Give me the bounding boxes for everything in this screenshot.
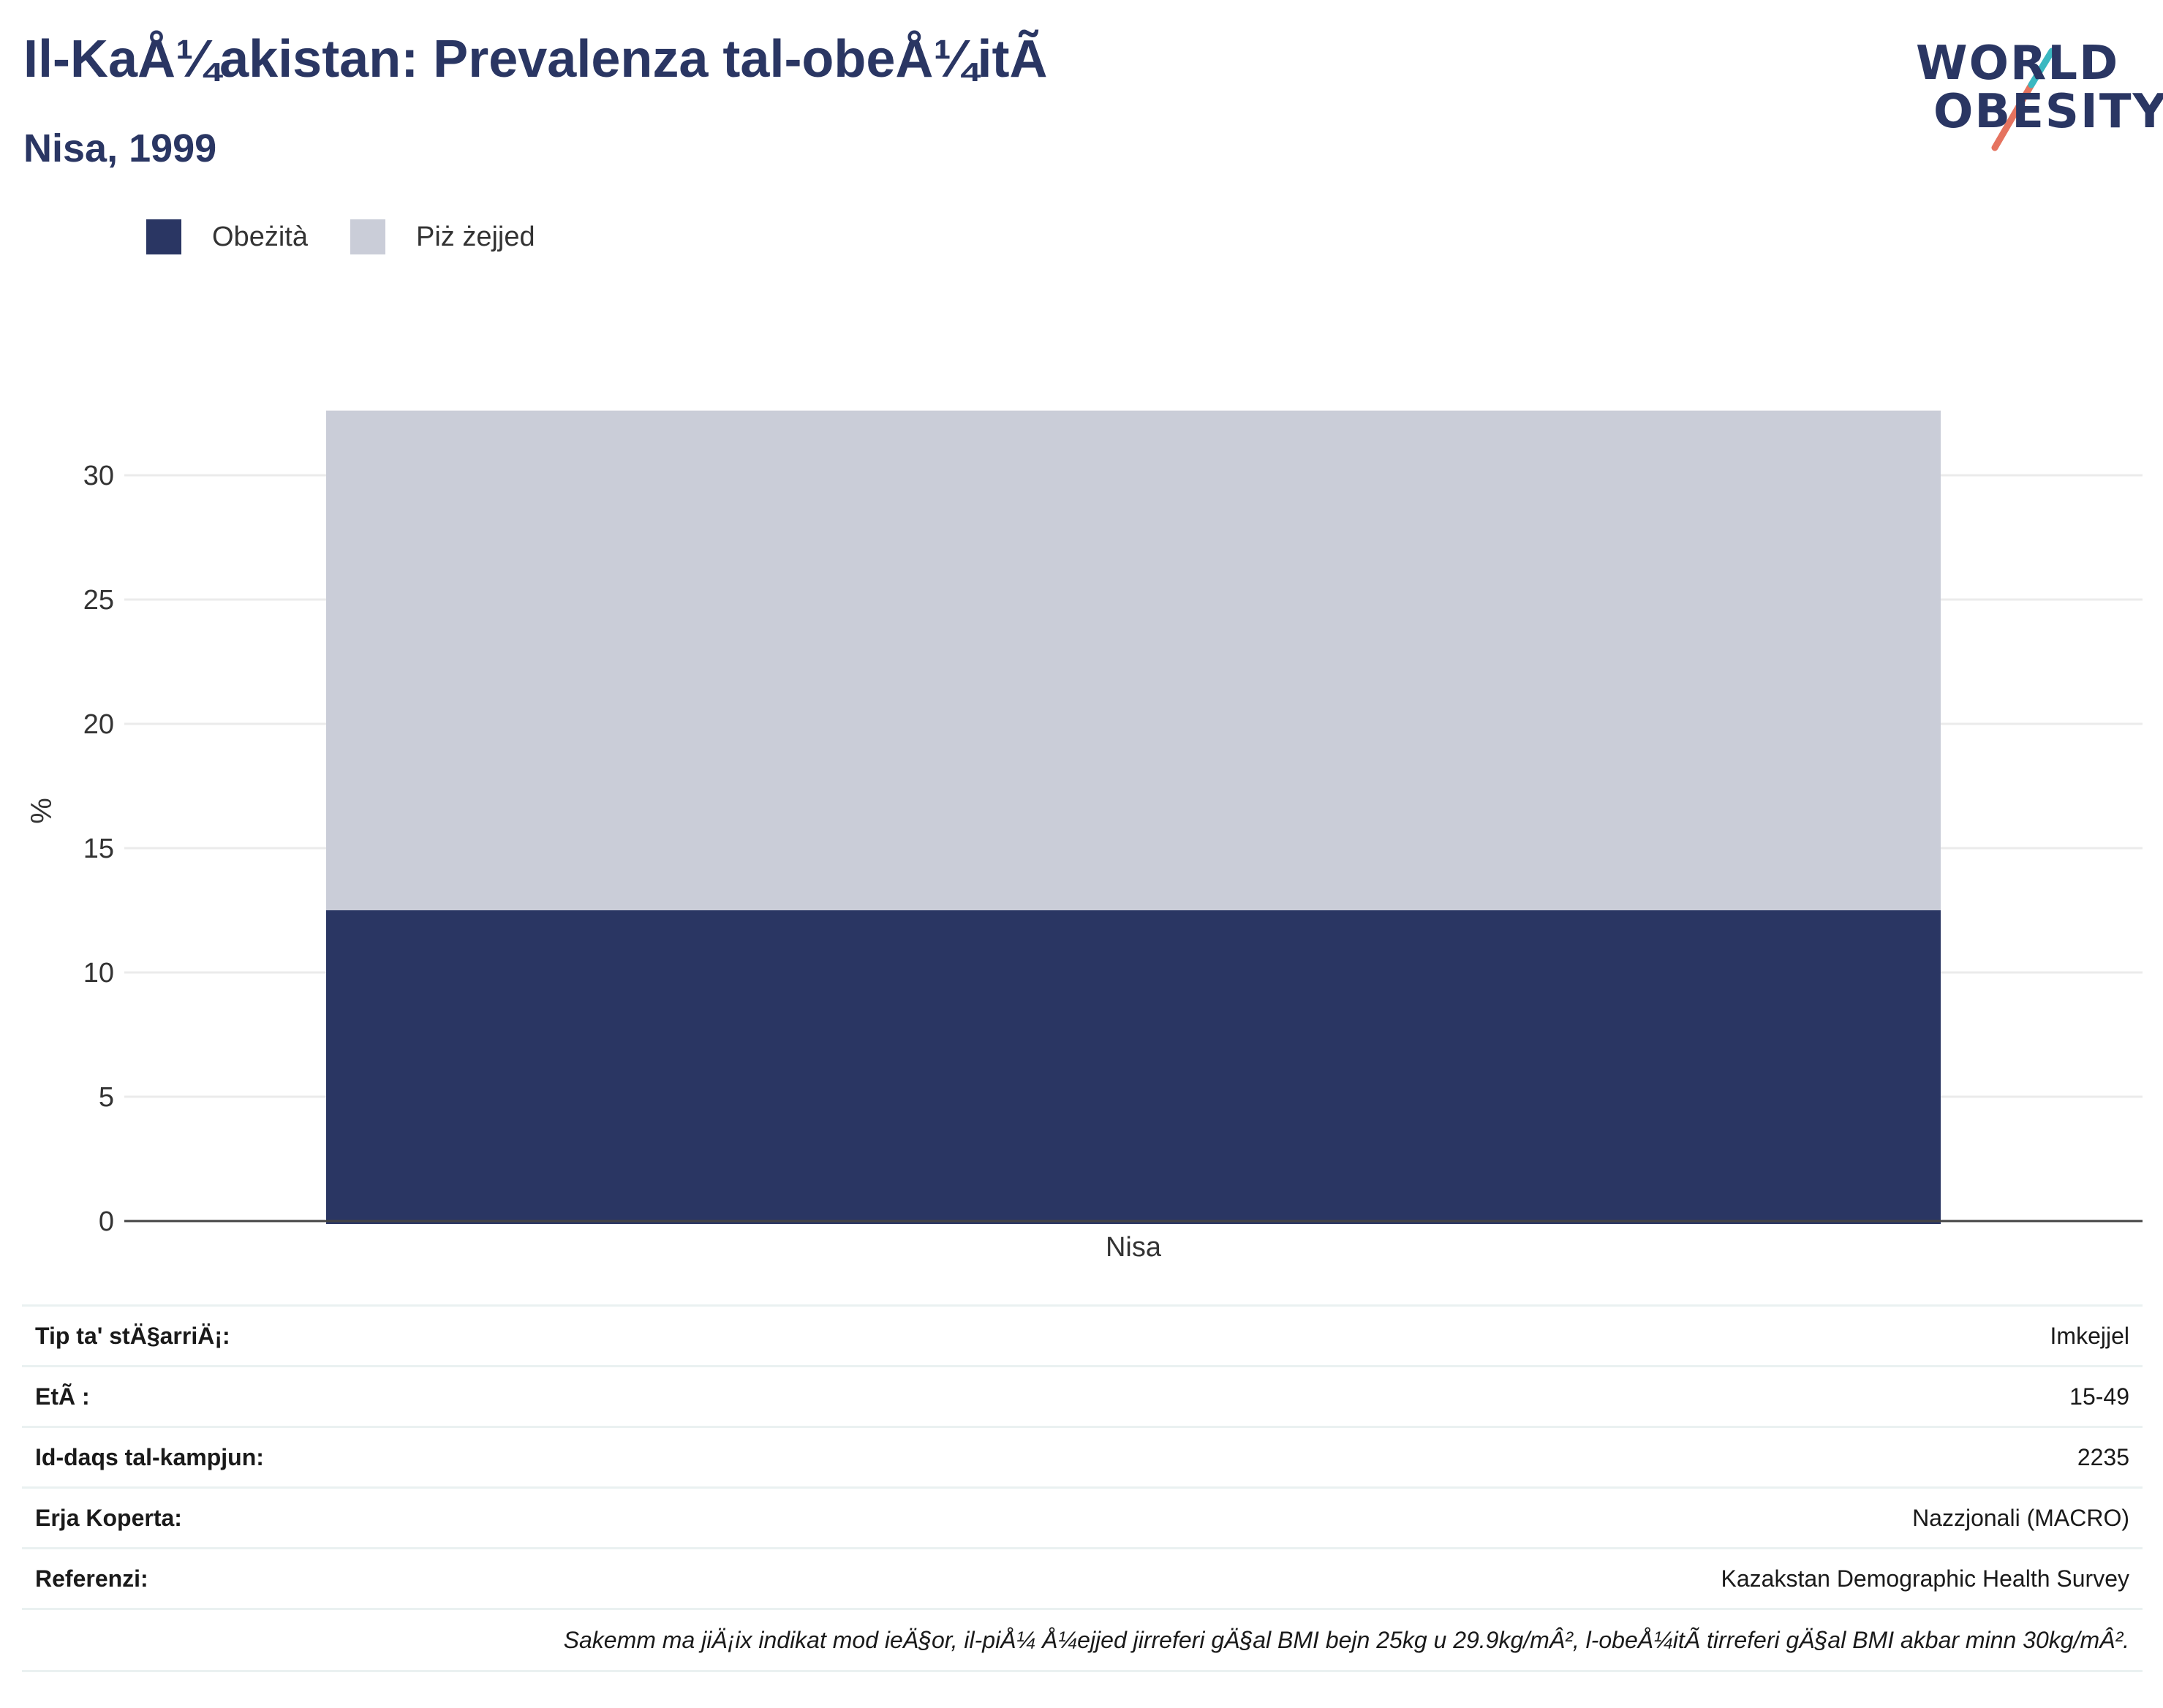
info-row-sample-size: Id-daqs tal-kampjun: 2235 bbox=[22, 1426, 2143, 1486]
logo-slash-icon bbox=[1991, 48, 2056, 151]
stacked-bar-chart: 0 5 10 15 20 25 30 Nisa% bbox=[26, 410, 2143, 1263]
info-key: Erja Koperta: bbox=[35, 1504, 182, 1531]
y-tick-label: 30 bbox=[83, 461, 114, 491]
info-key: EtÃ : bbox=[35, 1383, 90, 1410]
chart-title: Il-KaÅ¼akistan: Prevalenza tal-obeÅ¼itÃ bbox=[23, 30, 1048, 88]
chart-subtitle: Nisa, 1999 bbox=[23, 126, 217, 170]
y-tick-label: 15 bbox=[83, 834, 114, 864]
y-tick-label: 25 bbox=[83, 585, 114, 616]
legend-item-obesity[interactable]: Obeżità bbox=[146, 219, 308, 254]
x-tick-label: Nisa bbox=[1106, 1232, 1162, 1263]
y-axis-label: % bbox=[26, 798, 58, 824]
info-row-survey-type: Tip ta' stÄ§arriÄ¡: Imkejjel bbox=[22, 1304, 2143, 1365]
info-value: Kazakstan Demographic Health Survey bbox=[1721, 1565, 2130, 1592]
info-row-age: EtÃ : 15-49 bbox=[22, 1365, 2143, 1426]
info-value: Imkejjel bbox=[2050, 1322, 2129, 1349]
logo-word-world: WORLD bbox=[1916, 37, 2120, 91]
legend-swatch-obesity bbox=[146, 219, 181, 254]
legend-label-overweight: Piż żejjed bbox=[415, 221, 535, 252]
y-tick-label: 5 bbox=[99, 1082, 114, 1113]
y-tick-label: 10 bbox=[83, 958, 114, 989]
chart-legend: Obeżità Piż żejjed bbox=[146, 216, 578, 257]
survey-info-table: Tip ta' stÄ§arriÄ¡: Imkejjel EtÃ : 15-49… bbox=[22, 1304, 2143, 1672]
info-row-area: Erja Koperta: Nazzjonali (MACRO) bbox=[22, 1486, 2143, 1547]
info-key: Tip ta' stÄ§arriÄ¡: bbox=[35, 1322, 230, 1349]
bar-segment-obesity bbox=[326, 910, 1941, 1224]
world-obesity-logo: WORLD OBESITY bbox=[1909, 22, 2163, 154]
logo-word-obesity: OBESITY bbox=[1933, 85, 2163, 139]
legend-label-obesity: Obeżità bbox=[212, 221, 308, 252]
legend-swatch-overweight bbox=[350, 219, 385, 254]
legend-item-overweight[interactable]: Piż żejjed bbox=[350, 219, 535, 254]
info-value: 2235 bbox=[2077, 1443, 2129, 1470]
bmi-definition-note: Sakemm ma jiÄ¡ix indikat mod ieÄ§or, il-… bbox=[22, 1608, 2143, 1672]
y-tick-label: 0 bbox=[99, 1206, 114, 1237]
info-value: Nazzjonali (MACRO) bbox=[1912, 1504, 2129, 1531]
info-key: Id-daqs tal-kampjun: bbox=[35, 1443, 264, 1470]
info-row-reference: Referenzi: Kazakstan Demographic Health … bbox=[22, 1547, 2143, 1608]
info-key: Referenzi: bbox=[35, 1565, 148, 1592]
bar-segment-overweight bbox=[326, 410, 1941, 910]
y-tick-label: 20 bbox=[83, 709, 114, 740]
info-value: 15-49 bbox=[2069, 1383, 2129, 1410]
